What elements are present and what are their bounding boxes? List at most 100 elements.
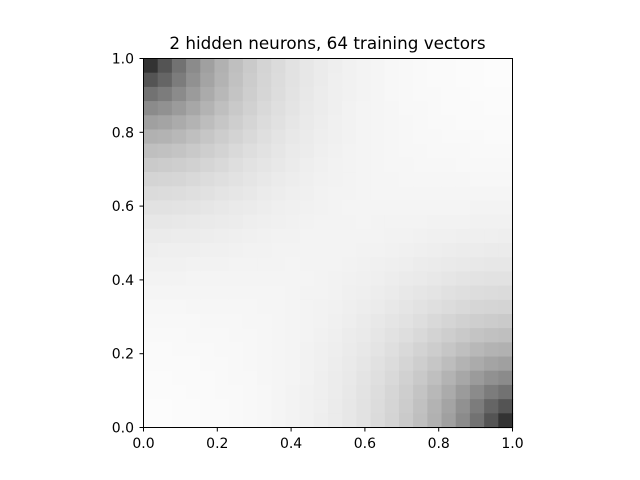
- heatmap-cell: [342, 370, 357, 386]
- heatmap-cell: [271, 228, 287, 244]
- heatmap-cell: [228, 86, 244, 102]
- heatmap-cell: [328, 172, 343, 187]
- x-tick-label: 0.8: [428, 436, 450, 452]
- heatmap-cell: [484, 200, 499, 216]
- heatmap-cell: [484, 214, 499, 230]
- heatmap-cell: [228, 399, 244, 414]
- heatmap-cell: [313, 384, 329, 400]
- heatmap-cell: [384, 86, 400, 102]
- heatmap-cell: [214, 271, 230, 287]
- heatmap-cell: [398, 228, 414, 244]
- heatmap-cell: [413, 370, 428, 386]
- heatmap-cell: [257, 115, 272, 131]
- heatmap-cell: [214, 413, 230, 429]
- heatmap-cell: [299, 342, 315, 358]
- heatmap-cell: [398, 257, 414, 272]
- heatmap-cell: [469, 257, 485, 272]
- heatmap-cell: [413, 413, 428, 429]
- heatmap-cell: [271, 370, 287, 386]
- heatmap-cell: [342, 356, 357, 372]
- heatmap-cell: [398, 86, 414, 102]
- heatmap-cell: [469, 384, 485, 400]
- heatmap-cell: [171, 186, 187, 202]
- heatmap-cell: [469, 328, 485, 343]
- heatmap-cell: [413, 200, 428, 216]
- heatmap-cell: [186, 271, 201, 287]
- heatmap-cell: [427, 86, 443, 102]
- heatmap-cell: [285, 243, 301, 258]
- heatmap-cell: [427, 157, 443, 173]
- heatmap-cell: [285, 200, 301, 216]
- heatmap-cell: [356, 101, 372, 116]
- heatmap-cell: [455, 356, 471, 372]
- heatmap-cell: [370, 370, 386, 386]
- heatmap-cell: [370, 342, 386, 358]
- heatmap-cell: [214, 186, 230, 202]
- heatmap-cell: [384, 328, 400, 343]
- heatmap-cell: [228, 101, 244, 116]
- heatmap-cell: [469, 399, 485, 414]
- heatmap-cell: [285, 271, 301, 287]
- heatmap-cell: [285, 186, 301, 202]
- heatmap-cell: [228, 157, 244, 173]
- heatmap-cell: [313, 157, 329, 173]
- heatmap-cell: [498, 257, 514, 272]
- heatmap-cell: [214, 243, 230, 258]
- heatmap-cell: [285, 86, 301, 102]
- heatmap-cell: [469, 413, 485, 429]
- heatmap-cell: [171, 384, 187, 400]
- heatmap-cell: [157, 86, 173, 102]
- heatmap-cell: [398, 172, 414, 187]
- heatmap-cell: [299, 186, 315, 202]
- heatmap-cell: [498, 58, 514, 74]
- heatmap-cell: [157, 143, 173, 159]
- heatmap-cell: [398, 356, 414, 372]
- heatmap-cell: [484, 313, 499, 329]
- heatmap-cell: [398, 143, 414, 159]
- heatmap-cell: [171, 271, 187, 287]
- heatmap-cell: [228, 243, 244, 258]
- heatmap-cell: [441, 271, 457, 287]
- heatmap-cell: [214, 342, 230, 358]
- heatmap-cell: [328, 129, 343, 145]
- heatmap-cell: [285, 342, 301, 358]
- heatmap-cell: [384, 299, 400, 315]
- heatmap-cell: [398, 101, 414, 116]
- heatmap-cell: [441, 342, 457, 358]
- heatmap-cell: [398, 328, 414, 343]
- heatmap-cell: [186, 186, 201, 202]
- heatmap-cell: [200, 101, 216, 116]
- heatmap-cell: [257, 399, 272, 414]
- heatmap-cell: [356, 328, 372, 343]
- heatmap-cell: [157, 115, 173, 131]
- heatmap-cell: [157, 370, 173, 386]
- heatmap-cell: [370, 58, 386, 74]
- heatmap-cell: [171, 413, 187, 429]
- heatmap-cell: [214, 214, 230, 230]
- heatmap-cell: [299, 172, 315, 187]
- heatmap-cell: [398, 243, 414, 258]
- heatmap-cell: [143, 86, 159, 102]
- heatmap-cell: [157, 285, 173, 301]
- heatmap-cell: [427, 58, 443, 74]
- heatmap-cell: [257, 214, 272, 230]
- heatmap-cell: [271, 157, 287, 173]
- heatmap-cell: [498, 299, 514, 315]
- heatmap-cell: [441, 186, 457, 202]
- heatmap-cell: [441, 313, 457, 329]
- heatmap-cell: [313, 299, 329, 315]
- heatmap-cell: [200, 86, 216, 102]
- heatmap-cell: [313, 101, 329, 116]
- heatmap-cell: [441, 200, 457, 216]
- heatmap-cell: [313, 399, 329, 414]
- heatmap-cell: [143, 172, 159, 187]
- heatmap-cell: [484, 129, 499, 145]
- heatmap-cell: [299, 356, 315, 372]
- heatmap-cell: [384, 356, 400, 372]
- heatmap-cell: [398, 313, 414, 329]
- heatmap-cell: [384, 186, 400, 202]
- heatmap-cell: [427, 342, 443, 358]
- heatmap-cell: [285, 101, 301, 116]
- heatmap-cell: [455, 370, 471, 386]
- heatmap-cell: [143, 214, 159, 230]
